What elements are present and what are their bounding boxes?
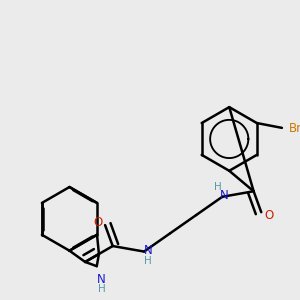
Text: O: O <box>264 208 274 222</box>
Text: H: H <box>98 284 106 294</box>
Text: N: N <box>143 244 152 257</box>
Text: Br: Br <box>289 122 300 135</box>
Text: N: N <box>220 189 229 202</box>
Text: N: N <box>97 273 106 286</box>
Text: H: H <box>214 182 221 192</box>
Text: O: O <box>94 216 103 229</box>
Text: H: H <box>144 256 152 266</box>
